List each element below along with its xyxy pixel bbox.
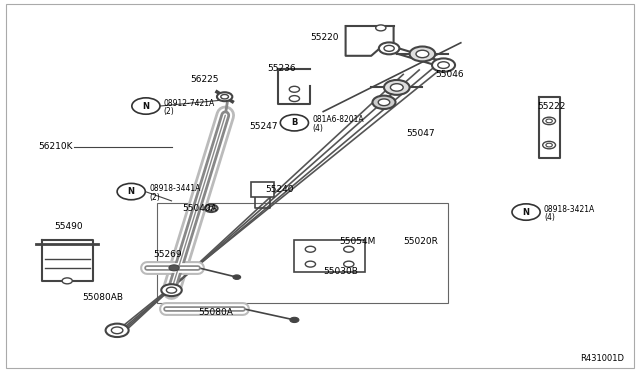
Circle shape (280, 115, 308, 131)
Text: 55020R: 55020R (403, 237, 438, 246)
Text: B: B (291, 118, 298, 127)
Circle shape (372, 96, 396, 109)
Text: (2): (2) (164, 108, 175, 116)
Text: 08912-7421A: 08912-7421A (164, 99, 215, 108)
Text: N: N (143, 102, 149, 110)
Circle shape (305, 246, 316, 252)
Circle shape (62, 278, 72, 284)
Circle shape (344, 246, 354, 252)
Text: 55040A: 55040A (182, 204, 217, 213)
Text: N: N (128, 187, 134, 196)
FancyBboxPatch shape (294, 240, 365, 272)
Circle shape (289, 96, 300, 102)
Text: 55240: 55240 (266, 185, 294, 194)
Circle shape (161, 284, 182, 296)
Text: 55490: 55490 (54, 222, 83, 231)
Text: 55080A: 55080A (198, 308, 233, 317)
Circle shape (378, 99, 390, 106)
Circle shape (305, 261, 316, 267)
Text: (4): (4) (312, 124, 323, 133)
Circle shape (379, 42, 399, 54)
Text: 55047: 55047 (406, 129, 435, 138)
Text: 56210K: 56210K (38, 142, 73, 151)
Circle shape (205, 205, 218, 212)
Circle shape (344, 261, 354, 267)
Text: 55030B: 55030B (323, 267, 358, 276)
Circle shape (416, 50, 429, 58)
Text: 55247: 55247 (250, 122, 278, 131)
Text: 55054M: 55054M (339, 237, 376, 246)
Circle shape (117, 183, 145, 200)
Circle shape (132, 98, 160, 114)
Text: 55222: 55222 (538, 102, 566, 110)
FancyBboxPatch shape (251, 182, 274, 197)
Circle shape (432, 58, 455, 72)
Circle shape (106, 324, 129, 337)
Text: (4): (4) (544, 214, 555, 222)
Text: 56225: 56225 (191, 76, 220, 84)
Text: 081A6-8201A: 081A6-8201A (312, 115, 364, 124)
Text: 55236: 55236 (268, 64, 296, 73)
Circle shape (512, 204, 540, 220)
Text: R431001D: R431001D (580, 354, 624, 363)
Circle shape (543, 141, 556, 149)
Text: 08918-3421A: 08918-3421A (544, 205, 595, 214)
Circle shape (169, 265, 179, 271)
Text: 55046: 55046 (435, 70, 464, 79)
Circle shape (217, 92, 232, 101)
Text: N: N (523, 208, 529, 217)
Text: 55220: 55220 (310, 33, 339, 42)
Circle shape (384, 80, 410, 95)
Circle shape (543, 117, 556, 125)
Circle shape (376, 25, 386, 31)
Circle shape (390, 84, 403, 91)
Text: 08918-3441A: 08918-3441A (149, 184, 200, 193)
Text: 55269: 55269 (154, 250, 182, 259)
Circle shape (290, 317, 299, 323)
Text: 55080AB: 55080AB (82, 293, 123, 302)
Circle shape (410, 46, 435, 61)
Text: (2): (2) (149, 193, 160, 202)
Circle shape (289, 86, 300, 92)
Circle shape (233, 275, 241, 279)
